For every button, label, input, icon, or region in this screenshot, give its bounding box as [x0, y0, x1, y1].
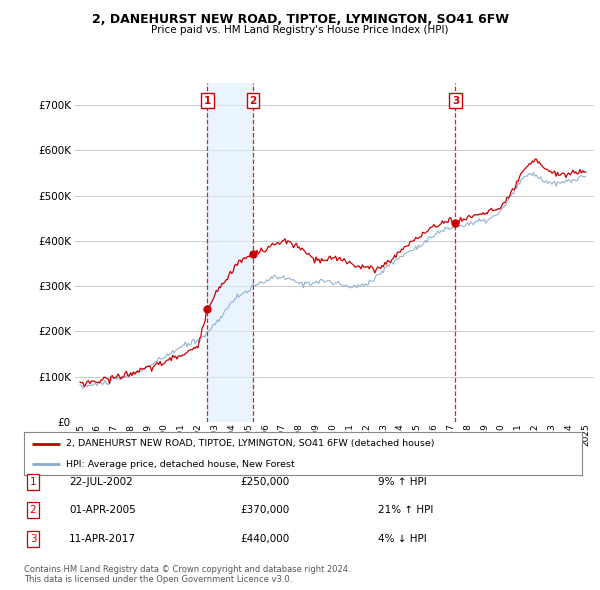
Text: Contains HM Land Registry data © Crown copyright and database right 2024.: Contains HM Land Registry data © Crown c… [24, 565, 350, 573]
Text: 4% ↓ HPI: 4% ↓ HPI [378, 534, 427, 543]
Text: 3: 3 [29, 534, 37, 543]
Text: 3: 3 [452, 96, 459, 106]
Text: 2, DANEHURST NEW ROAD, TIPTOE, LYMINGTON, SO41 6FW (detached house): 2, DANEHURST NEW ROAD, TIPTOE, LYMINGTON… [66, 440, 434, 448]
Text: 2, DANEHURST NEW ROAD, TIPTOE, LYMINGTON, SO41 6FW: 2, DANEHURST NEW ROAD, TIPTOE, LYMINGTON… [91, 13, 509, 26]
Text: £370,000: £370,000 [240, 506, 289, 515]
Text: £440,000: £440,000 [240, 534, 289, 543]
Bar [207, 83, 253, 422]
Text: This data is licensed under the Open Government Licence v3.0.: This data is licensed under the Open Gov… [24, 575, 292, 584]
Text: 2: 2 [29, 506, 37, 515]
Text: Price paid vs. HM Land Registry's House Price Index (HPI): Price paid vs. HM Land Registry's House … [151, 25, 449, 35]
Text: 2: 2 [249, 96, 256, 106]
Text: 11-APR-2017: 11-APR-2017 [69, 534, 136, 543]
Text: 9% ↑ HPI: 9% ↑ HPI [378, 477, 427, 487]
Text: 1: 1 [203, 96, 211, 106]
Text: 01-APR-2005: 01-APR-2005 [69, 506, 136, 515]
Text: HPI: Average price, detached house, New Forest: HPI: Average price, detached house, New … [66, 460, 295, 469]
Text: £250,000: £250,000 [240, 477, 289, 487]
Text: 22-JUL-2002: 22-JUL-2002 [69, 477, 133, 487]
Text: 1: 1 [29, 477, 37, 487]
Text: 21% ↑ HPI: 21% ↑ HPI [378, 506, 433, 515]
